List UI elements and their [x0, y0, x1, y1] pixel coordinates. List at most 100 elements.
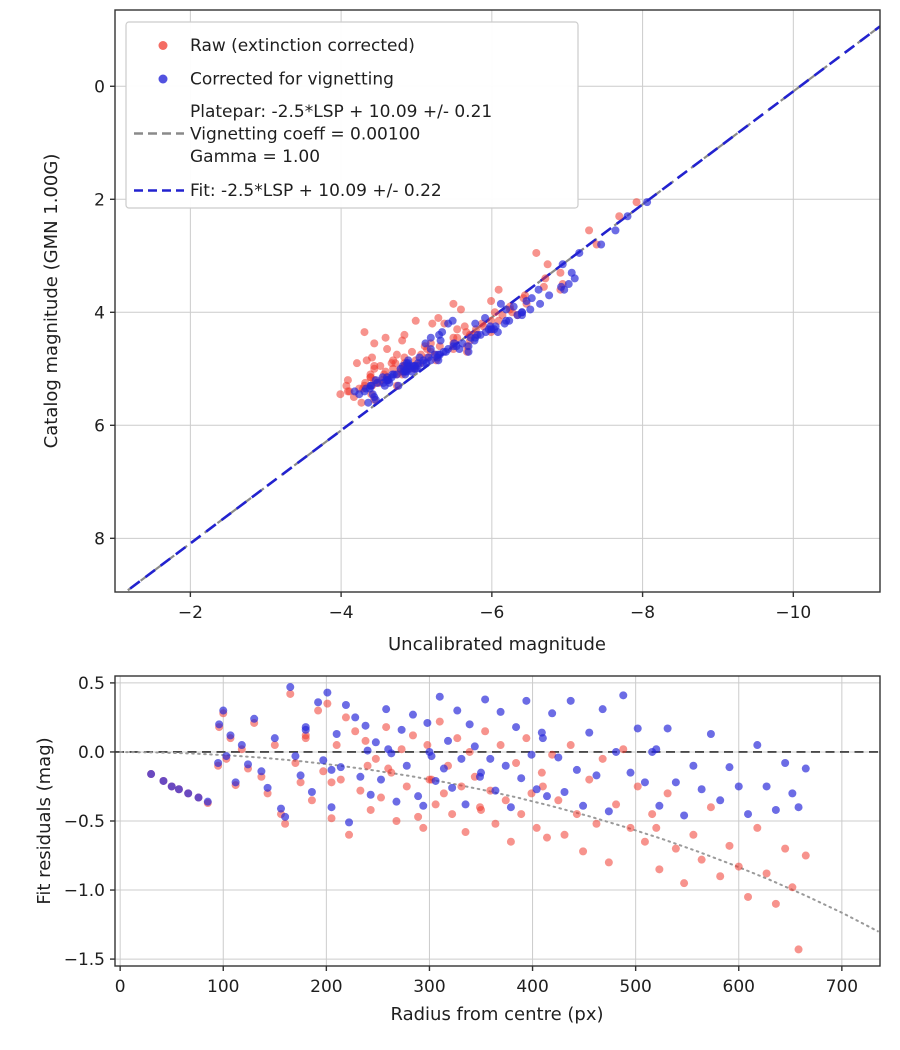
- raw-residual-point: [612, 800, 621, 809]
- raw-point: [360, 328, 369, 337]
- raw-residual-point: [431, 800, 440, 809]
- top-x-tick-label: −10: [775, 603, 811, 623]
- raw-point: [449, 299, 458, 308]
- corrected-residual-point: [296, 771, 305, 780]
- corrected-residual-point: [371, 738, 380, 747]
- corrected-residual-point: [257, 767, 266, 776]
- corrected-residual-point: [512, 723, 521, 732]
- raw-residual-point: [408, 731, 417, 740]
- raw-residual-point: [414, 812, 423, 821]
- raw-residual-point: [281, 819, 290, 828]
- corrected-residual-point: [448, 783, 457, 792]
- corrected-point: [464, 347, 473, 356]
- corrected-residual-point: [470, 742, 479, 751]
- raw-point: [381, 333, 390, 342]
- corrected-point: [597, 240, 606, 249]
- corrected-residual-point: [159, 776, 168, 785]
- bottom-y-tick-label: −1.5: [64, 950, 105, 970]
- corrected-point: [481, 313, 490, 322]
- corrected-residual-point: [496, 707, 505, 716]
- raw-point: [376, 361, 385, 370]
- legend-platepar-line1: Platepar: -2.5*LSP + 10.09 +/- 0.21: [190, 102, 492, 122]
- raw-residual-point: [376, 793, 385, 802]
- corrected-residual-point: [753, 741, 762, 750]
- corrected-residual-point: [652, 745, 661, 754]
- bottom-xlabel: Radius from centre (px): [390, 1004, 603, 1025]
- corrected-point: [517, 308, 526, 317]
- corrected-residual-point: [214, 759, 223, 767]
- corrected-residual-point: [226, 731, 235, 740]
- corrected-residual-point: [327, 765, 336, 774]
- corrected-residual-point: [203, 797, 212, 806]
- raw-residual-point: [392, 817, 401, 825]
- raw-residual-point: [560, 830, 569, 839]
- corrected-residual-point: [332, 730, 341, 738]
- corrected-residual-point: [481, 695, 490, 704]
- corrected-residual-point: [486, 754, 495, 763]
- corrected-residual-point: [250, 714, 259, 723]
- raw-point: [389, 356, 398, 365]
- corrected-residual-point: [626, 768, 635, 777]
- corrected-residual-point: [461, 800, 470, 809]
- corrected-point: [536, 299, 545, 308]
- raw-residual-point: [382, 723, 391, 732]
- corrected-residual-point: [356, 772, 365, 781]
- legend-box: [125, 21, 579, 209]
- corrected-residual-point: [423, 718, 432, 727]
- raw-residual-point: [336, 775, 345, 784]
- corrected-residual-point: [465, 720, 474, 729]
- bottom-x-tick-label: 300: [413, 977, 445, 997]
- raw-point: [456, 305, 465, 314]
- corrected-residual-point: [522, 696, 531, 705]
- raw-point: [352, 359, 361, 368]
- residuals-plot: 0 100 200 300 400 500 600 700 0.5 0.0 −0.5 −1.0 −1.5…: [34, 674, 881, 1025]
- bottom-x-tick-label: 100: [207, 977, 239, 997]
- corrected-point: [575, 248, 584, 257]
- raw-residual-point: [270, 741, 279, 750]
- raw-residual-point: [323, 699, 332, 708]
- raw-point: [357, 398, 366, 407]
- corrected-point: [611, 226, 620, 235]
- top-x-tick-label: −6: [479, 603, 504, 623]
- corrected-residual-point: [801, 764, 810, 773]
- raw-residual-point: [585, 775, 594, 784]
- raw-residual-point: [716, 872, 725, 881]
- corrected-residual-point: [194, 793, 203, 802]
- corrected-residual-point: [501, 761, 510, 770]
- raw-residual-point: [522, 734, 531, 743]
- corrected-residual-point: [453, 706, 462, 715]
- raw-residual-point: [363, 761, 372, 770]
- raw-residual-point: [744, 892, 753, 901]
- raw-residual-point: [263, 789, 272, 798]
- corrected-residual-point: [734, 782, 743, 791]
- corrected-residual-point: [408, 710, 417, 719]
- corrected-point: [430, 350, 439, 359]
- raw-residual-point: [371, 754, 380, 763]
- corrected-residual-point: [425, 747, 434, 756]
- corrected-residual-point: [215, 720, 224, 729]
- raw-point: [336, 390, 345, 399]
- corrected-residual-point: [363, 746, 372, 755]
- corrected-residual-point: [323, 688, 332, 697]
- corrected-residual-point: [376, 775, 385, 784]
- corrected-point: [471, 333, 480, 342]
- raw-residual-point: [566, 741, 575, 750]
- raw-residual-point: [402, 782, 411, 791]
- corrected-points-group: [350, 198, 652, 407]
- corrected-residual-point: [384, 745, 393, 754]
- corrected-point: [526, 305, 535, 314]
- raw-residual-point: [771, 899, 780, 908]
- raw-residual-point: [257, 772, 266, 781]
- raw-residual-point: [554, 796, 563, 805]
- corrected-residual-point: [548, 709, 557, 718]
- corrected-point: [404, 359, 413, 368]
- raw-residual-point: [538, 782, 547, 791]
- corrected-residual-point: [554, 753, 563, 762]
- corrected-residual-point: [276, 804, 285, 813]
- corrected-residual-point: [414, 792, 423, 801]
- corrected-residual-point: [382, 705, 391, 714]
- corrected-residual-point: [572, 765, 581, 774]
- corrected-residual-point: [281, 812, 290, 821]
- top-y-tick-label: 0: [94, 77, 105, 97]
